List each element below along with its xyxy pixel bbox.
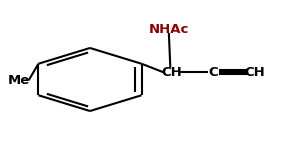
Text: CH: CH [245,66,266,79]
Text: CH: CH [161,66,182,79]
Text: Me: Me [8,74,30,87]
Text: C: C [209,66,218,79]
Text: NHAc: NHAc [149,23,189,36]
